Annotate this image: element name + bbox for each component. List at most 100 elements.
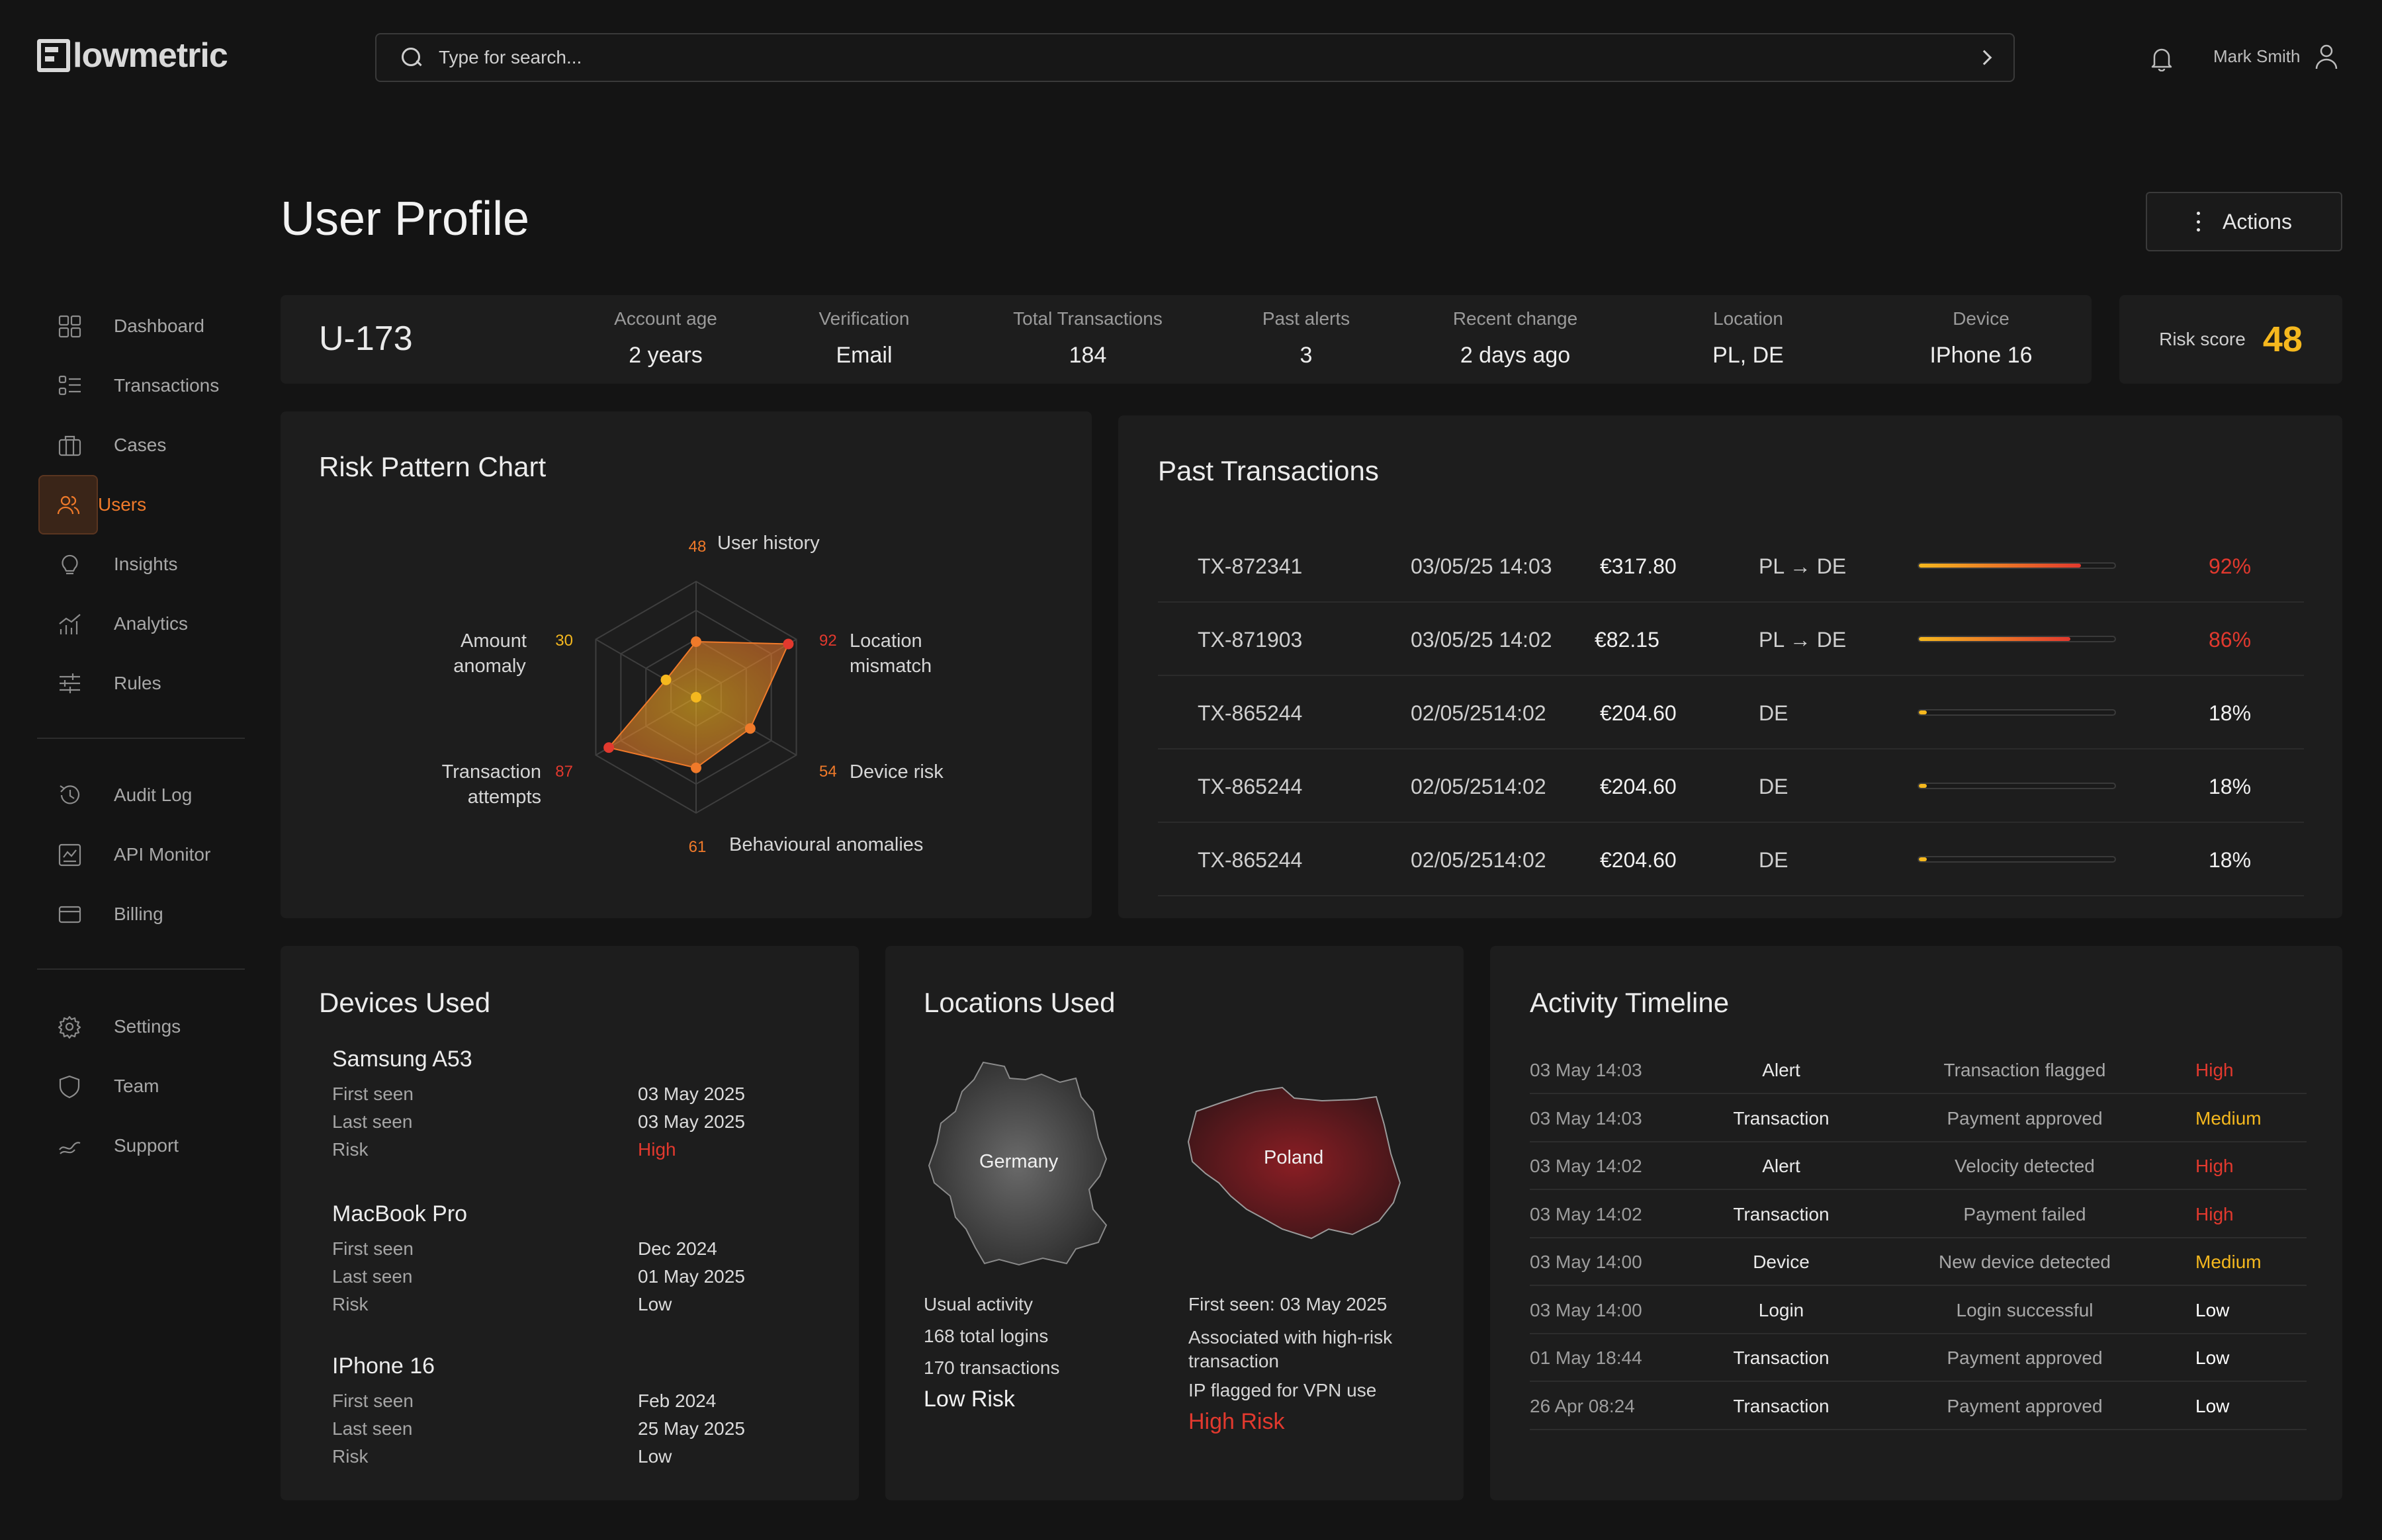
timeline-row[interactable]: 03 May 14:00 Login Login successful Low (1530, 1287, 2307, 1334)
germany-label: Germany (979, 1151, 1059, 1172)
sidebar-item-dashboard[interactable]: Dashboard (38, 296, 243, 356)
timeline-severity: High (2195, 1203, 2234, 1224)
timeline-row[interactable]: 03 May 14:03 Transaction Payment approved M… (1530, 1095, 2307, 1142)
user-name[interactable]: Mark Smith (2213, 46, 2301, 66)
radar-data-point[interactable] (744, 723, 756, 734)
tx-id[interactable]: TX-872341 (1198, 554, 1303, 578)
actions-button[interactable]: Actions (2146, 192, 2342, 251)
stat-value: 2 days ago (1460, 343, 1571, 368)
stat-label: Past alerts (1262, 308, 1350, 329)
timeline-row[interactable]: 03 May 14:00 Device New device detected Med… (1530, 1238, 2307, 1286)
radar-data-point[interactable] (603, 742, 615, 753)
stat-past-alerts: Past alerts 3 (1262, 308, 1350, 368)
sidebar-item-billing[interactable]: Billing (38, 884, 243, 944)
device-last-seen-label: Last seen (332, 1266, 413, 1287)
sidebar-item-api-monitor[interactable]: API Monitor (38, 825, 243, 884)
locations-panel: Locations Used Germany Poland Usual acti… (885, 946, 1464, 1500)
timeline-event: Transaction flagged (1943, 1060, 2106, 1080)
sidebar-item-support[interactable]: Support (38, 1116, 243, 1176)
timeline-time: 03 May 14:00 (1530, 1252, 1642, 1272)
app-logo[interactable]: lowmetric (37, 34, 249, 77)
device-last-seen-label: Last seen (332, 1418, 413, 1439)
radar-axis-label: mismatch (850, 656, 932, 677)
table-row[interactable]: TX-871903 03/05/25 14:02 €82.15 PL → DE 86% (1158, 603, 2304, 676)
radar-data-point[interactable] (660, 674, 672, 685)
past-transactions-title: Past Transactions (1158, 455, 1379, 486)
sidebar-item-audit-log[interactable]: Audit Log (38, 765, 243, 825)
timeline-event: Payment approved (1947, 1107, 2103, 1129)
tx-datetime: 03/05/25 14:02 (1411, 628, 1552, 652)
audit-log-icon (57, 783, 82, 808)
sidebar-item-label: Rules (114, 673, 161, 693)
radar-data-point[interactable] (783, 638, 794, 650)
timeline-severity: Medium (2195, 1107, 2262, 1129)
tx-amount: €204.60 (1600, 848, 1677, 872)
timeline-event: Payment approved (1947, 1348, 2103, 1368)
dashboard-icon (57, 314, 82, 339)
sidebar-item-label: Dashboard (114, 316, 204, 336)
tx-id[interactable]: TX-865244 (1198, 775, 1303, 798)
tx-risk-percent: 92% (2209, 554, 2252, 578)
radar-data-point[interactable] (691, 636, 701, 647)
sidebar-item-team[interactable]: Team (38, 1056, 243, 1116)
stat-location: Location PL, DE (1712, 308, 1784, 368)
device-risk: High (638, 1139, 676, 1160)
tx-risk-fill (1919, 637, 2071, 641)
timeline-time: 03 May 14:03 (1530, 1107, 1642, 1129)
user-icon[interactable] (2315, 44, 2338, 70)
stat-total-transactions: Total Transactions 184 (1013, 308, 1163, 368)
device-last-seen: 01 May 2025 (638, 1266, 745, 1287)
sidebar-item-cases[interactable]: Cases (38, 415, 243, 475)
search-bar[interactable] (375, 33, 2015, 82)
timeline-row[interactable]: 01 May 18:44 Transaction Payment approved L… (1530, 1334, 2307, 1382)
timeline-row[interactable]: 03 May 14:02 Alert Velocity detected High (1530, 1142, 2307, 1190)
tx-id[interactable]: TX-865244 (1198, 701, 1303, 725)
stat-value: PL, DE (1712, 343, 1784, 368)
tx-risk-bar (1918, 636, 2116, 642)
tx-id[interactable]: TX-865244 (1198, 848, 1303, 872)
risk-chart-title: Risk Pattern Chart (319, 451, 547, 482)
bell-icon[interactable] (2150, 46, 2173, 71)
tx-risk-percent: 86% (2209, 628, 2252, 652)
table-row[interactable]: TX-865244 02/05/2514:02 €204.60 DE 18% (1158, 676, 2304, 749)
search-input[interactable] (439, 47, 1979, 68)
chevron-right-icon[interactable] (1976, 50, 1992, 65)
timeline-row[interactable]: 03 May 14:03 Alert Transaction flagged High (1530, 1047, 2307, 1094)
radar-data-point[interactable] (691, 762, 701, 773)
table-row[interactable]: TX-872341 03/05/25 14:03 €317.80 PL → DE 92% (1158, 529, 2304, 603)
timeline-type: Login (1758, 1299, 1804, 1320)
timeline-row[interactable]: 26 Apr 08:24 Transaction Payment approved L… (1530, 1383, 2307, 1430)
sidebar-item-insights[interactable]: Insights (38, 535, 243, 594)
tx-id[interactable]: TX-871903 (1198, 628, 1303, 652)
device-name: Samsung A53 (332, 1047, 472, 1072)
table-row[interactable]: TX-865244 02/05/2514:02 €204.60 DE 18% (1158, 823, 2304, 896)
tx-route: PL → DE (1759, 628, 1847, 652)
device-last-seen: 03 May 2025 (638, 1111, 745, 1132)
more-vertical-icon (2196, 212, 2200, 232)
table-row[interactable]: TX-865244 02/05/2514:02 €204.60 DE 18% (1158, 749, 2304, 823)
sidebar-item-settings[interactable]: Settings (38, 997, 243, 1056)
timeline-time: 03 May 14:03 (1530, 1060, 1642, 1080)
radar-axis-label: Device risk (850, 761, 944, 783)
shield-icon (57, 1074, 82, 1099)
tx-route: PL → DE (1759, 554, 1847, 578)
poland-risk: High Risk (1188, 1409, 1285, 1434)
stat-label: Device (1953, 308, 2009, 329)
tx-amount: €317.80 (1600, 554, 1677, 578)
germany-map[interactable] (920, 1060, 1118, 1269)
device-risk-label: Risk (332, 1139, 369, 1160)
timeline-row[interactable]: 03 May 14:02 Transaction Payment failed Hig… (1530, 1191, 2307, 1238)
device-first-seen-label: First seen (332, 1084, 414, 1104)
sidebar-item-transactions[interactable]: Transactions (38, 356, 243, 415)
germany-risk: Low Risk (924, 1387, 1015, 1412)
tx-risk-bar (1918, 562, 2116, 569)
sidebar-item-rules[interactable]: Rules (38, 654, 243, 713)
tx-route: DE (1759, 775, 1788, 798)
sidebar-item-label: Transactions (114, 375, 220, 396)
poland-info-2: Associated with high-risk transaction (1188, 1327, 1393, 1371)
radar-axis-label: Amount (461, 630, 527, 652)
radar-axis-label: User history (717, 533, 820, 554)
sidebar-item-analytics[interactable]: Analytics (38, 594, 243, 654)
sidebar-item-users[interactable]: Users (38, 475, 243, 535)
poland-map[interactable] (1183, 1085, 1405, 1244)
